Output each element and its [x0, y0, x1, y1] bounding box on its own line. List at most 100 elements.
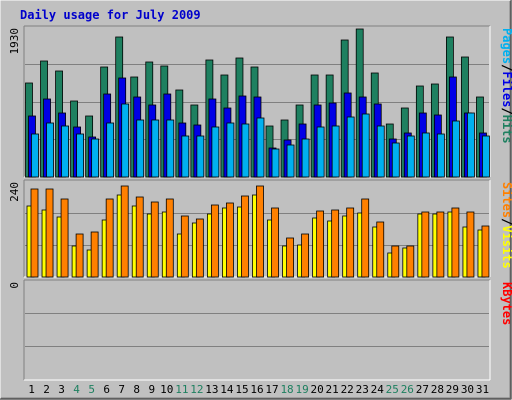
x-tick-label: 8 [133, 383, 140, 396]
pages-bar [241, 123, 250, 178]
sites-bar [75, 233, 84, 278]
panel-2-area [24, 280, 490, 380]
x-tick-label: 13 [205, 383, 218, 396]
pages-bar [121, 103, 130, 178]
x-tick-label: 1 [28, 383, 35, 396]
axis-label-part: Pages [500, 28, 512, 64]
x-tick-label: 16 [250, 383, 263, 396]
sites-bar [150, 201, 159, 278]
x-tick-label: 30 [461, 383, 474, 396]
pages-bar [286, 144, 295, 178]
pages-bar [166, 119, 175, 178]
x-tick-label: 28 [431, 383, 444, 396]
sites-bar [105, 198, 114, 278]
x-tick-label: 11 [175, 383, 188, 396]
sites-bar [271, 207, 279, 278]
sites-bar [45, 188, 54, 278]
sites-bar [391, 245, 400, 278]
axis-label-part: KBytes [500, 282, 512, 325]
x-tick-label: 25 [386, 383, 399, 396]
sites-bar [301, 233, 309, 278]
x-tick-label: 6 [103, 383, 110, 396]
sites-bar [135, 196, 144, 278]
pages-bar [196, 135, 205, 178]
panel-0-axis-label: Pages/Files/Hits [500, 28, 512, 144]
sites-bar [376, 221, 385, 278]
x-tick-label: 9 [148, 383, 155, 396]
sites-bar [120, 185, 129, 278]
sites-bar [90, 231, 99, 278]
pages-bar [391, 142, 400, 178]
pages-bar [301, 138, 310, 178]
x-tick-label: 12 [190, 383, 203, 396]
pages-bar [361, 113, 370, 178]
x-tick-label: 27 [416, 383, 429, 396]
pages-bar [376, 125, 385, 178]
pages-bar [31, 133, 39, 178]
pages-bar [436, 133, 445, 178]
panel-2-ymax-label: 0 [8, 282, 21, 289]
sites-bar [451, 207, 460, 278]
pages-bar [106, 122, 115, 178]
pages-bar [467, 112, 475, 178]
pages-bar [91, 138, 100, 178]
x-tick-label: 31 [476, 383, 489, 396]
x-tick-label: 18 [280, 383, 293, 396]
sites-bar [226, 202, 234, 278]
x-tick-label: 23 [356, 383, 369, 396]
x-tick-label: 7 [118, 383, 125, 396]
pages-bar [61, 125, 69, 178]
axis-label-part: / [500, 218, 512, 225]
panel-2-axis-label: KBytes [500, 282, 512, 325]
pages-bar [482, 135, 490, 178]
sites-bar [406, 245, 415, 278]
x-tick-label: 19 [295, 383, 308, 396]
pages-bar [406, 135, 415, 178]
axis-label-part: Hits [500, 115, 512, 144]
panel-0-ymax-label: 1930 [8, 28, 21, 55]
x-tick-label: 20 [311, 383, 324, 396]
sites-bar [481, 225, 490, 278]
x-tick-label: 22 [341, 383, 354, 396]
x-tick-label: 3 [58, 383, 65, 396]
x-tick-label: 17 [265, 383, 278, 396]
sites-bar [316, 210, 325, 278]
pages-bar [452, 120, 460, 178]
pages-bar [136, 119, 145, 178]
sites-bar [466, 211, 475, 278]
axis-label-part: Files [500, 71, 512, 107]
sites-bar [421, 211, 430, 278]
chart-title: Daily usage for July 2009 [20, 8, 201, 22]
pages-bar [46, 122, 54, 178]
x-tick-label: 24 [371, 383, 385, 396]
pages-bar [211, 126, 220, 178]
sites-bar [436, 211, 445, 278]
x-tick-label: 5 [88, 383, 95, 396]
sites-bar [361, 198, 370, 278]
sites-bar [180, 215, 189, 278]
sites-bar [210, 204, 219, 278]
sites-bar [331, 209, 340, 278]
sites-bar [346, 207, 355, 278]
x-tick-label: 4 [73, 383, 80, 396]
sites-bar [195, 218, 204, 278]
x-tick-label: 26 [401, 383, 414, 396]
pages-bar [316, 126, 325, 178]
sites-bar [60, 198, 69, 278]
axis-label-part: / [500, 107, 512, 114]
sites-bar [256, 185, 264, 278]
axis-label-part: Sites [500, 182, 512, 218]
pages-bar [271, 148, 280, 178]
x-tick-label: 14 [220, 383, 234, 396]
x-tick-label: 2 [43, 383, 50, 396]
axis-label-part: Visits [500, 225, 512, 268]
panel-1-axis-label: Sites/Visits [500, 182, 512, 269]
panel-1-ymax-label: 240 [8, 182, 21, 202]
pages-bar [226, 122, 235, 178]
pages-bar [346, 116, 355, 178]
pages-bar [421, 132, 430, 178]
pages-bar [181, 135, 190, 178]
sites-bar [165, 198, 174, 278]
